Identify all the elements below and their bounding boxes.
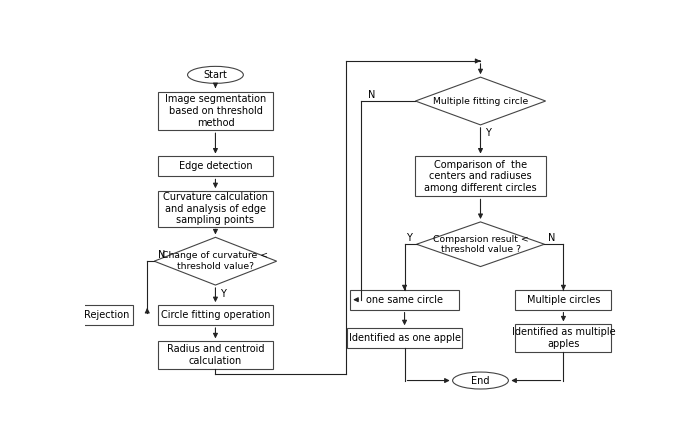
Text: Comparsion result <
threshold value ?: Comparsion result < threshold value ? [432, 234, 529, 254]
FancyBboxPatch shape [516, 289, 612, 310]
Text: End: End [471, 376, 490, 385]
Text: N: N [368, 90, 376, 100]
Polygon shape [154, 237, 277, 285]
Text: Curvature calculation
and analysis of edge
sampling points: Curvature calculation and analysis of ed… [163, 192, 268, 226]
FancyBboxPatch shape [158, 341, 273, 369]
Polygon shape [415, 77, 546, 125]
Text: Identified as multiple
apples: Identified as multiple apples [512, 327, 615, 349]
FancyBboxPatch shape [158, 191, 273, 226]
Text: one same circle: one same circle [366, 295, 443, 305]
Text: Y: Y [486, 128, 491, 139]
Text: Radius and centroid
calculation: Radius and centroid calculation [166, 344, 264, 366]
Text: Comparison of  the
centers and radiuses
among different circles: Comparison of the centers and radiuses a… [424, 160, 537, 193]
FancyBboxPatch shape [80, 305, 133, 325]
FancyBboxPatch shape [158, 92, 273, 130]
Text: Change of curvature <
threshold value?: Change of curvature < threshold value? [162, 251, 269, 271]
Text: Rejection: Rejection [85, 310, 130, 320]
FancyBboxPatch shape [516, 324, 612, 352]
Text: Y: Y [406, 233, 412, 243]
Ellipse shape [453, 372, 508, 389]
FancyBboxPatch shape [347, 328, 462, 348]
Text: Multiple fitting circle: Multiple fitting circle [433, 96, 528, 106]
Text: Image segmentation
based on threshold
method: Image segmentation based on threshold me… [165, 95, 266, 127]
FancyBboxPatch shape [158, 156, 273, 176]
Text: Identified as one apple: Identified as one apple [349, 333, 460, 343]
Text: Multiple circles: Multiple circles [527, 295, 600, 305]
Text: Y: Y [220, 289, 226, 298]
Ellipse shape [188, 66, 243, 83]
Text: Edge detection: Edge detection [179, 162, 252, 171]
Polygon shape [417, 222, 544, 266]
FancyBboxPatch shape [415, 156, 546, 197]
Text: Circle fitting operation: Circle fitting operation [161, 310, 270, 320]
Text: N: N [548, 233, 555, 243]
FancyBboxPatch shape [351, 289, 459, 310]
Text: N: N [158, 250, 165, 260]
Text: Start: Start [203, 70, 227, 80]
FancyBboxPatch shape [158, 305, 273, 325]
